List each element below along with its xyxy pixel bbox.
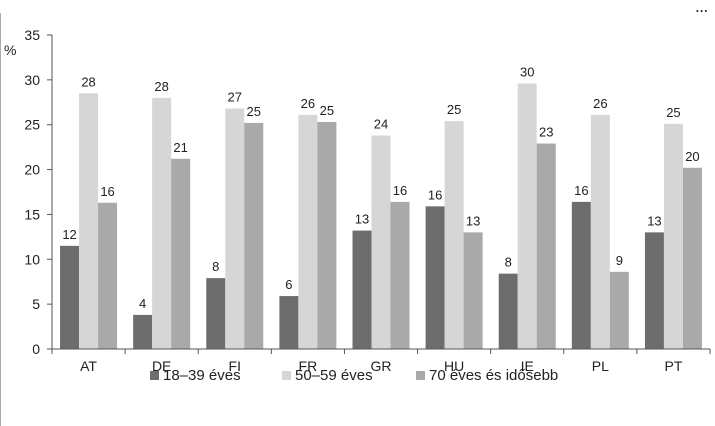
bar	[317, 122, 337, 349]
data-label: 8	[212, 259, 219, 274]
legend-label: 18–39 éves	[163, 367, 241, 384]
bar	[663, 123, 683, 350]
bar	[444, 121, 464, 349]
chart-title-fragment: ...	[695, 0, 708, 16]
x-tick-label: IE	[521, 358, 534, 374]
bar	[244, 122, 264, 349]
data-label: 25	[447, 102, 461, 117]
bar	[279, 296, 299, 349]
bar	[498, 273, 518, 349]
y-tick-label: 35	[24, 27, 40, 43]
bar	[352, 230, 372, 349]
data-label: 25	[320, 103, 334, 118]
y-tick-label: 0	[32, 341, 40, 357]
x-tick-label: PT	[664, 358, 682, 374]
data-label: 24	[374, 116, 388, 131]
data-label: 23	[539, 125, 553, 140]
data-label: 9	[616, 253, 623, 268]
bar	[463, 232, 483, 349]
x-axis: AT DE FI FR GR HU IE PL PT	[51, 348, 711, 374]
x-tick-label: HU	[444, 358, 464, 374]
data-label: 21	[173, 140, 187, 155]
bar	[133, 314, 153, 349]
bar	[390, 201, 410, 349]
data-label: 13	[355, 212, 369, 227]
data-label: 8	[505, 255, 512, 270]
bar	[60, 245, 80, 349]
bar	[371, 135, 391, 349]
data-label: 27	[228, 90, 242, 105]
bar	[590, 114, 610, 350]
bar	[644, 232, 664, 349]
bar	[225, 108, 245, 350]
x-tick-label: GR	[371, 358, 392, 374]
bar	[298, 114, 318, 350]
legend-label: 50–59 éves	[295, 367, 373, 384]
bar	[682, 167, 702, 349]
data-label: 25	[247, 104, 261, 119]
bar	[152, 97, 172, 349]
data-label: 28	[154, 79, 168, 94]
legend: 18–39 éves 50–59 éves 70 éves és idősebb	[150, 367, 558, 384]
y-tick-label: 15	[24, 206, 40, 222]
bar	[609, 271, 629, 349]
bar	[425, 206, 445, 349]
data-labels: 12 28 16 4 28 21 8 27 25 6 26 25 13 24 16 16 25 13 8 30 23 16…	[62, 64, 699, 310]
y-tick-label: 25	[24, 117, 40, 133]
data-label: 13	[647, 213, 661, 228]
y-tick-label: 5	[32, 296, 40, 312]
y-tick-label: 10	[24, 251, 40, 267]
bar	[536, 143, 556, 349]
data-label: 20	[685, 149, 699, 164]
bar	[171, 158, 191, 349]
x-tick-label: FI	[229, 358, 241, 374]
data-label: 26	[301, 96, 315, 111]
data-label: 26	[593, 96, 607, 111]
data-label: 16	[574, 183, 588, 198]
data-label: 25	[666, 105, 680, 120]
data-label: 16	[100, 184, 114, 199]
x-tick-label: DE	[152, 358, 171, 374]
legend-label: 70 éves és idősebb	[429, 367, 558, 384]
y-tick-label: 20	[24, 162, 40, 178]
data-label: 12	[62, 227, 76, 242]
data-label: 13	[466, 213, 480, 228]
x-tick-label: FR	[299, 358, 318, 374]
y-tick-label: 30	[24, 72, 40, 88]
y-axis: 0 5 10 15 20 25 30 35	[24, 27, 53, 357]
bar	[206, 278, 226, 349]
data-label: 4	[139, 296, 146, 311]
data-label: 30	[520, 64, 534, 79]
legend-swatch	[282, 371, 291, 380]
data-label: 28	[81, 74, 95, 89]
x-tick-label: PL	[592, 358, 609, 374]
bar	[571, 201, 591, 349]
x-tick-label: AT	[80, 358, 97, 374]
y-unit-label: %	[4, 42, 16, 58]
data-label: 16	[428, 187, 442, 202]
bar	[517, 83, 537, 350]
legend-swatch	[150, 371, 159, 380]
bars	[60, 83, 702, 350]
legend-swatch	[416, 371, 425, 380]
data-label: 6	[285, 277, 292, 292]
bar	[79, 93, 99, 349]
bar	[98, 202, 118, 349]
data-label: 16	[393, 183, 407, 198]
